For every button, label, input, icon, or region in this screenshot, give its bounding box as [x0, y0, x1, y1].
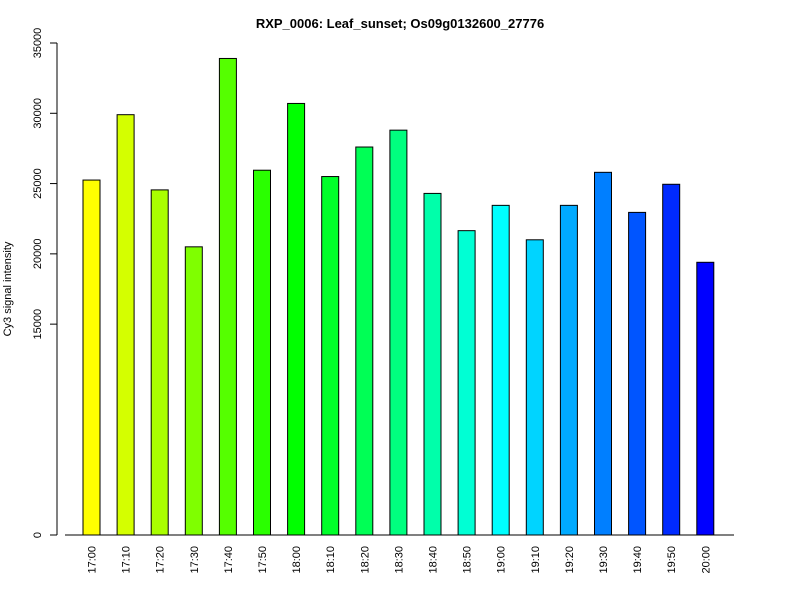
y-tick-label: 30000	[32, 98, 44, 129]
bar	[423, 192, 442, 536]
x-tick-label: 17:40	[223, 546, 235, 574]
x-tick-label: 18:30	[393, 546, 405, 574]
x-tick-label: 19:30	[598, 546, 610, 574]
bar	[628, 211, 647, 536]
x-tick-label: 17:20	[155, 546, 167, 574]
x-tick-label: 17:30	[189, 546, 201, 574]
bar	[321, 176, 340, 536]
bar	[82, 179, 101, 536]
x-tick-label: 18:40	[428, 546, 440, 574]
bar	[150, 189, 169, 536]
bar	[116, 114, 135, 536]
x-tick-label: 19:20	[564, 546, 576, 574]
bar	[253, 169, 271, 536]
y-tick-label: 35000	[32, 28, 44, 59]
x-tick-label: 18:00	[291, 546, 303, 574]
bar	[594, 171, 612, 536]
x-tick-label: 19:10	[530, 546, 542, 574]
x-tick-label: 18:20	[359, 546, 371, 574]
bar	[457, 230, 476, 536]
bar	[287, 102, 306, 536]
y-tick-label: 20000	[32, 239, 44, 270]
bar	[184, 246, 203, 536]
bar	[491, 204, 510, 536]
bar	[389, 129, 408, 536]
bar	[525, 239, 544, 536]
bar	[662, 183, 681, 536]
x-tick-label: 19:50	[666, 546, 678, 574]
chart-title: RXP_0006: Leaf_sunset; Os09g0132600_2777…	[256, 16, 544, 31]
x-tick-label: 17:00	[87, 546, 99, 574]
bar	[559, 204, 578, 536]
x-tick-labels: 17:00 17:10 17:20 17:30 17:40 17:50 18:00 18:10…	[87, 546, 713, 574]
y-tick-label: 15000	[32, 309, 44, 340]
x-tick-label: 19:40	[632, 546, 644, 574]
bar	[696, 261, 715, 536]
bar	[355, 146, 374, 536]
x-tick-label: 19:00	[496, 546, 508, 574]
x-tick-label: 17:50	[257, 546, 269, 574]
x-tick-label: 18:50	[462, 546, 474, 574]
x-tick-label: 17:10	[121, 546, 133, 574]
y-ticks: 0 15000 20000 25000 30000 35000	[32, 28, 57, 538]
y-tick-label: 0	[32, 532, 44, 538]
bar	[218, 57, 237, 536]
y-tick-label: 25000	[32, 168, 44, 199]
x-tick-label: 20:00	[700, 546, 712, 574]
x-tick-label: 18:10	[325, 546, 337, 574]
bars	[82, 57, 715, 536]
y-axis-label: Cy3 signal intensity	[2, 241, 14, 336]
